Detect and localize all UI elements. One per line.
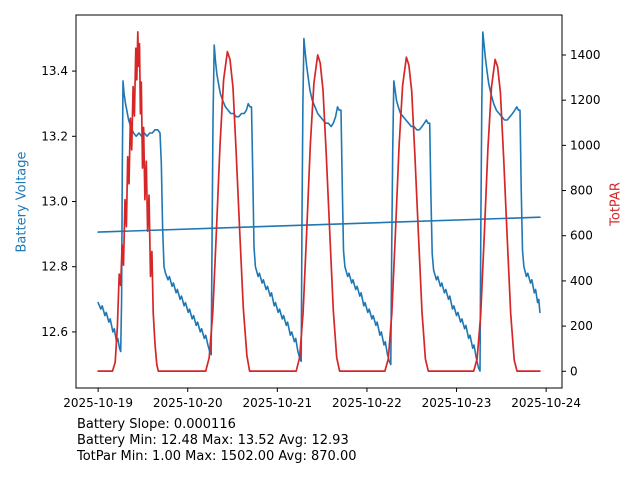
x-tick-label: 2025-10-24 — [511, 396, 581, 410]
battery-trend-line — [97, 216, 541, 233]
left-tick-label: 13.4 — [41, 64, 68, 78]
right-tick-label: 200 — [570, 319, 593, 333]
left-tick-label: 12.6 — [41, 325, 68, 339]
left-tick-label: 13.0 — [41, 195, 68, 209]
right-tick-label: 800 — [570, 184, 593, 198]
right-axis-label: TotPAR — [608, 182, 624, 226]
totpar-line — [97, 31, 541, 372]
right-tick-label: 400 — [570, 274, 593, 288]
x-tick-label: 2025-10-19 — [63, 396, 133, 410]
x-tick-label: 2025-10-23 — [422, 396, 492, 410]
right-tick-label: 0 — [570, 364, 578, 378]
left-axis-label: Battery Voltage — [14, 151, 30, 253]
stat-battery-minmax: Battery Min: 12.48 Max: 13.52 Avg: 12.93 — [77, 433, 349, 448]
battery-voltage-line — [97, 31, 541, 372]
left-tick-label: 13.2 — [41, 129, 68, 143]
right-tick-label: 600 — [570, 229, 593, 243]
stat-totpar-minmax: TotPar Min: 1.00 Max: 1502.00 Avg: 870.0… — [77, 449, 357, 464]
stats-text: Battery Slope: 0.000116 Battery Min: 12.… — [77, 417, 357, 465]
right-tick-label: 1200 — [570, 93, 601, 107]
x-tick-label: 2025-10-22 — [332, 396, 402, 410]
right-tick-label: 1400 — [570, 48, 601, 62]
right-tick-label: 1000 — [570, 138, 601, 152]
x-tick-label: 2025-10-21 — [242, 396, 312, 410]
x-tick-label: 2025-10-20 — [153, 396, 223, 410]
stat-battery-slope: Battery Slope: 0.000116 — [77, 417, 236, 432]
left-tick-label: 12.8 — [41, 260, 68, 274]
